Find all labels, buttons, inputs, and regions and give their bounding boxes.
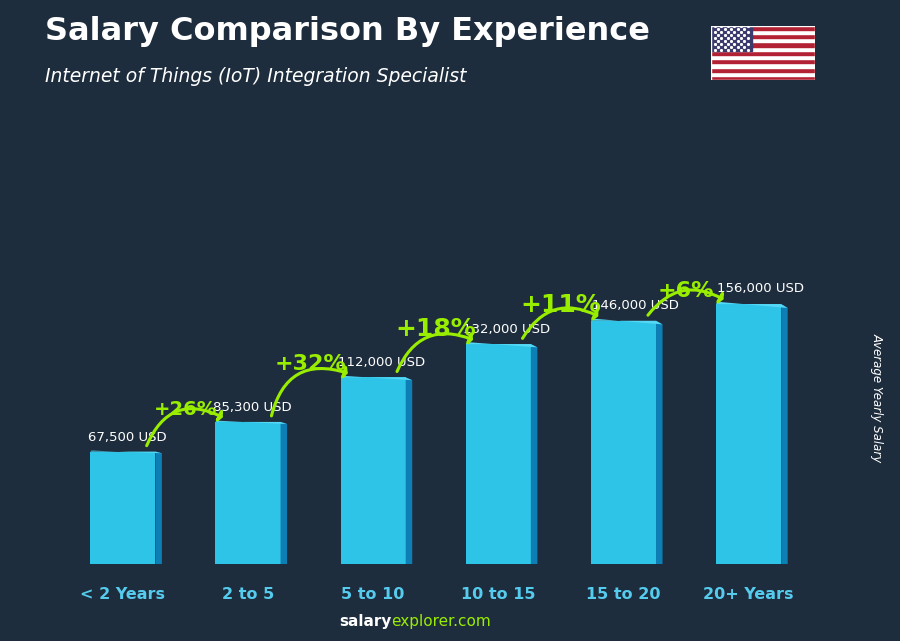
- Polygon shape: [466, 342, 537, 347]
- Text: < 2 Years: < 2 Years: [80, 587, 166, 603]
- Polygon shape: [215, 420, 287, 424]
- Bar: [215, 422, 281, 564]
- Text: explorer.com: explorer.com: [392, 615, 491, 629]
- Polygon shape: [156, 451, 162, 564]
- Text: 10 to 15: 10 to 15: [461, 587, 536, 603]
- Text: 146,000 USD: 146,000 USD: [592, 299, 680, 312]
- Text: +18%: +18%: [395, 317, 476, 341]
- Text: 112,000 USD: 112,000 USD: [338, 356, 425, 369]
- Bar: [711, 67, 814, 72]
- Bar: [711, 55, 814, 59]
- Bar: [711, 59, 814, 63]
- Bar: [711, 34, 814, 38]
- Polygon shape: [591, 319, 662, 324]
- Text: 132,000 USD: 132,000 USD: [464, 323, 551, 336]
- Text: +32%: +32%: [274, 354, 346, 374]
- Polygon shape: [781, 304, 788, 564]
- Text: 67,500 USD: 67,500 USD: [88, 431, 166, 444]
- Polygon shape: [340, 376, 412, 380]
- Bar: [711, 63, 814, 67]
- Text: +6%: +6%: [658, 281, 715, 301]
- Text: 20+ Years: 20+ Years: [704, 587, 794, 603]
- Bar: [90, 451, 156, 564]
- Polygon shape: [716, 302, 788, 308]
- Polygon shape: [531, 344, 537, 564]
- Bar: [716, 304, 781, 564]
- Text: salary: salary: [339, 615, 392, 629]
- Bar: [711, 72, 814, 76]
- Text: Salary Comparison By Experience: Salary Comparison By Experience: [45, 16, 650, 47]
- Bar: [711, 76, 814, 80]
- Bar: [340, 378, 406, 564]
- Bar: [711, 47, 814, 51]
- Bar: [466, 344, 531, 564]
- Text: +26%: +26%: [154, 399, 217, 419]
- Bar: [711, 26, 814, 30]
- Text: 5 to 10: 5 to 10: [341, 587, 405, 603]
- Bar: [711, 26, 752, 51]
- Polygon shape: [281, 422, 287, 564]
- Polygon shape: [656, 320, 662, 564]
- Polygon shape: [90, 451, 162, 453]
- Text: 15 to 20: 15 to 20: [586, 587, 661, 603]
- Text: Internet of Things (IoT) Integration Specialist: Internet of Things (IoT) Integration Spe…: [45, 67, 466, 87]
- Text: +11%: +11%: [520, 294, 601, 317]
- Bar: [711, 30, 814, 34]
- Bar: [711, 42, 814, 47]
- Text: 85,300 USD: 85,300 USD: [213, 401, 292, 415]
- Text: Average Yearly Salary: Average Yearly Salary: [871, 333, 884, 462]
- Bar: [591, 320, 656, 564]
- Bar: [711, 38, 814, 42]
- Text: 2 to 5: 2 to 5: [222, 587, 274, 603]
- Text: 156,000 USD: 156,000 USD: [717, 282, 805, 295]
- Bar: [711, 51, 814, 55]
- Polygon shape: [406, 378, 412, 564]
